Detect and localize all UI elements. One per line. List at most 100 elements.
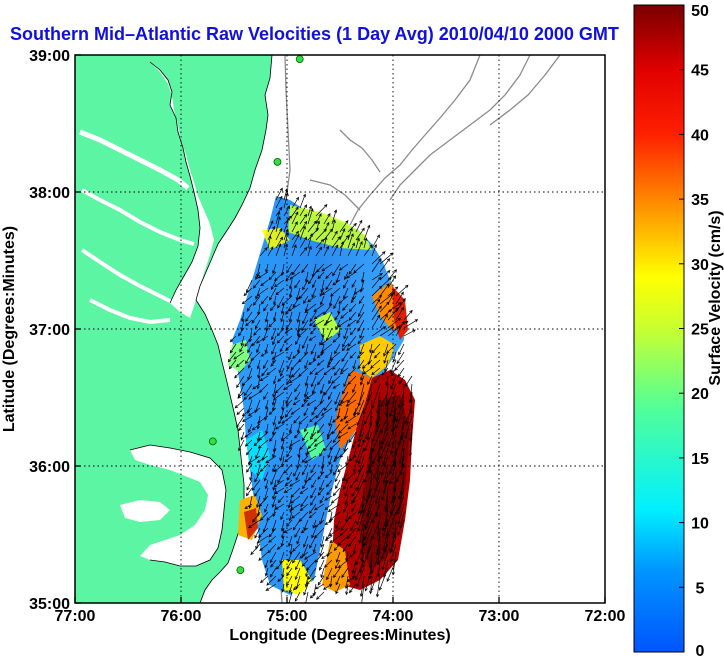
velocity-arrow (266, 367, 277, 376)
velocity-arrow (311, 479, 317, 489)
velocity-arrow (254, 527, 261, 539)
velocity-arrow (333, 455, 341, 462)
velocity-arrow (332, 359, 341, 370)
velocity-arrow (332, 415, 341, 423)
velocity-arrow (316, 359, 325, 366)
velocity-arrow (299, 487, 309, 495)
velocity-arrow (313, 399, 325, 410)
velocity-arrow (305, 567, 309, 578)
velocity-arrow (358, 295, 365, 305)
velocity-arrow (347, 227, 353, 241)
velocity-arrow (348, 551, 357, 558)
velocity-arrow (387, 423, 397, 448)
axis-ticks (74, 54, 606, 604)
velocity-arrow (272, 415, 277, 426)
velocity-arrow (283, 527, 293, 533)
velocity-arrow (319, 479, 325, 492)
velocity-arrow (344, 471, 357, 482)
velocity-arrow (277, 295, 285, 309)
velocity-arrow (310, 375, 317, 388)
velocity-arrow (313, 303, 325, 313)
velocity-arrow (350, 295, 357, 304)
velocity-arrow (335, 575, 341, 586)
velocity-arrow (371, 294, 383, 305)
velocity-arrow (335, 559, 341, 570)
velocity-arrow (344, 511, 349, 523)
velocity-arrow (288, 351, 293, 361)
velocity-arrow (313, 415, 325, 425)
velocity-arrow (333, 567, 341, 579)
velocity-arrow (291, 244, 297, 257)
velocity-arrow (335, 519, 341, 529)
velocity-arrow (282, 383, 293, 391)
velocity-arrow (298, 415, 309, 425)
velocity-arrow (309, 415, 317, 423)
velocity-arrow (319, 511, 325, 525)
velocity-arrow (264, 503, 269, 513)
velocity-arrow (246, 463, 253, 473)
velocity-arrow (299, 503, 309, 512)
velocity-arrow (317, 375, 325, 386)
velocity-arrow (324, 535, 333, 541)
velocity-arrow (276, 335, 285, 344)
velocity-arrow (345, 399, 357, 407)
potomac-river (79, 129, 190, 190)
velocity-arrow (278, 359, 285, 374)
velocity-arrow (337, 319, 349, 328)
velocity-arrow (283, 216, 290, 233)
velocity-arrow (395, 407, 405, 429)
velocity-arrow (356, 407, 365, 426)
velocity-arrow (257, 439, 269, 449)
velocity-arrow (286, 263, 293, 274)
velocity-arrow (351, 559, 357, 575)
velocity-arrow (290, 359, 301, 371)
velocity-arrow (234, 399, 245, 409)
velocity-arrow (308, 511, 317, 519)
velocity-arrow (408, 431, 413, 457)
velocity-arrow (408, 383, 413, 404)
velocity-arrow (362, 391, 373, 415)
velocity-arrow (299, 220, 308, 233)
velocity-arrow (262, 359, 269, 370)
velocity-arrow (275, 236, 283, 249)
velocity-arrow (332, 263, 341, 277)
velocity-arrow (279, 343, 285, 353)
velocity-arrow (238, 439, 245, 452)
velocity-arrow (323, 236, 328, 249)
velocity-arrow (328, 295, 333, 307)
velocity-arrow (339, 415, 349, 422)
velocity-arrow (340, 391, 349, 404)
velocity-arrow (258, 551, 269, 561)
velocity-arrow (332, 431, 341, 444)
velocity-arrow (323, 303, 333, 316)
velocity-arrow (321, 263, 333, 272)
velocity-arrow (384, 359, 389, 373)
velocity-arrow (277, 375, 285, 382)
velocity-arrow (332, 279, 341, 286)
velocity-arrow (398, 391, 405, 409)
velocity-arrow (303, 519, 309, 531)
velocity-arrow (346, 343, 357, 351)
velocity-arrow (320, 567, 325, 579)
velocity-arrow (315, 213, 322, 225)
velocity-arrow (338, 295, 349, 304)
velocity-arrow (297, 447, 301, 458)
velocity-arrow (387, 286, 399, 297)
velocity-arrow (244, 439, 253, 447)
velocity-arrow (316, 591, 325, 600)
velocity-arrow (343, 375, 349, 388)
velocity-arrow (245, 311, 253, 322)
velocity-arrow (333, 367, 341, 376)
velocity-arrow (310, 327, 317, 335)
velocity-arrow (323, 213, 331, 225)
velocity-arrow (379, 326, 395, 337)
velocity-arrow (315, 238, 325, 249)
velocity-arrow (304, 271, 309, 283)
x-tick-label: 75:00 (267, 608, 308, 625)
velocity-arrow (333, 463, 341, 476)
y-tick-label: 35:00 (29, 596, 70, 613)
velocity-arrow (229, 343, 237, 354)
velocity-arrow (356, 351, 365, 359)
velocity-arrow (228, 359, 237, 370)
velocity-arrow (287, 551, 293, 563)
